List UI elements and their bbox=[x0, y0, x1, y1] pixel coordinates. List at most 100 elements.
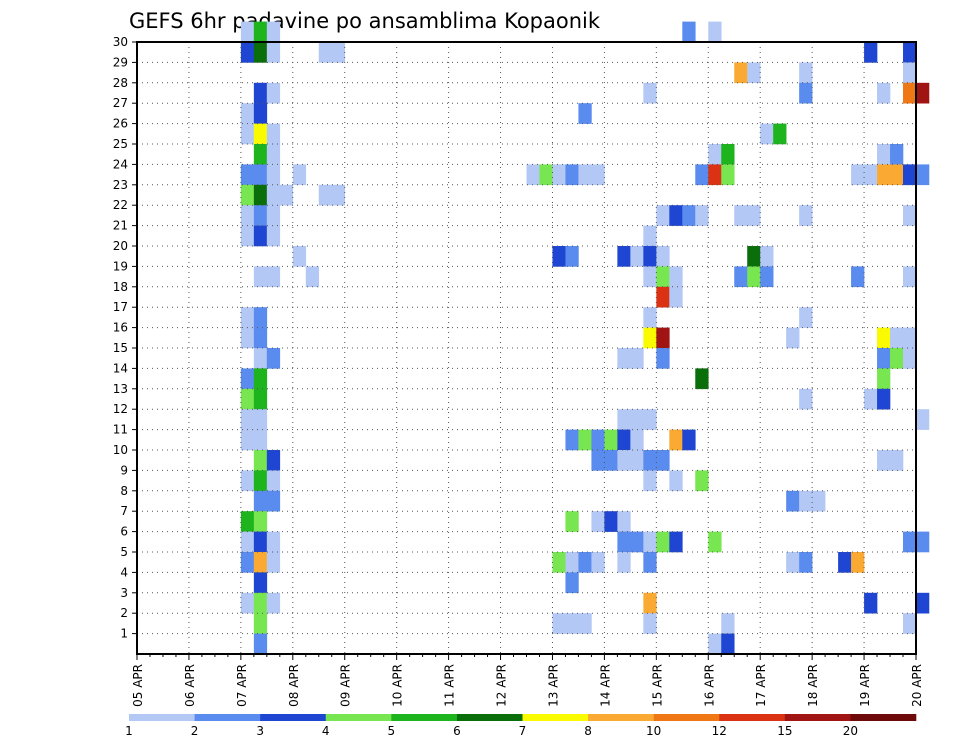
heatmap-cell bbox=[643, 246, 657, 267]
heatmap-cell bbox=[266, 266, 281, 288]
heatmap-cell bbox=[253, 429, 268, 451]
heatmap-cell bbox=[656, 266, 670, 288]
heatmap-cell bbox=[604, 450, 618, 471]
heatmap-cell bbox=[916, 409, 930, 430]
heatmap-cell bbox=[266, 348, 281, 369]
heatmap-cell bbox=[630, 348, 644, 369]
heatmap-cell bbox=[903, 82, 917, 104]
heatmap-cell bbox=[695, 368, 709, 390]
heatmap-cell bbox=[266, 82, 281, 104]
heatmap-cell bbox=[747, 205, 761, 226]
heatmap-cell bbox=[682, 205, 696, 226]
colorbar-swatch bbox=[588, 714, 654, 721]
heatmap-cell bbox=[721, 144, 735, 165]
heatmap-cell bbox=[643, 266, 657, 288]
heatmap-cell bbox=[617, 511, 631, 532]
heatmap-cell bbox=[669, 429, 683, 451]
heatmap-cell bbox=[253, 633, 268, 655]
heatmap-cell bbox=[266, 164, 281, 186]
heatmap-cell bbox=[240, 184, 255, 206]
colorbar-swatch bbox=[456, 714, 523, 721]
x-axis: 05 APR 06 APR 07 APR 08 APR 09 APR 10 APR 11 A… bbox=[131, 654, 924, 707]
heatmap-cell bbox=[734, 205, 748, 226]
heatmap-cell bbox=[838, 552, 852, 573]
y-tick-label: 7 bbox=[120, 504, 128, 518]
heatmap-cell bbox=[890, 348, 904, 369]
heatmap-cell bbox=[877, 388, 891, 410]
colorbar-label: 2 bbox=[191, 724, 199, 738]
heatmap-cell bbox=[643, 613, 657, 634]
heatmap-cell bbox=[331, 42, 346, 63]
heatmap-cell bbox=[617, 348, 631, 369]
heatmap-cell bbox=[682, 21, 696, 43]
heatmap-cell bbox=[890, 164, 904, 186]
heatmap-cell bbox=[799, 307, 813, 328]
x-tick-label: 06 APR bbox=[183, 664, 197, 707]
heatmap-cell bbox=[708, 144, 722, 165]
heatmap-cell bbox=[695, 164, 709, 186]
y-tick-label: 2 bbox=[120, 606, 128, 620]
heatmap-cell bbox=[903, 205, 917, 226]
heatmap-cell bbox=[552, 552, 566, 573]
heatmap-cell bbox=[253, 368, 268, 390]
colorbar: 1 2 3 4 5 6 7 8 10 12 15 20 bbox=[125, 714, 917, 738]
heatmap-cell bbox=[656, 205, 670, 226]
x-tick-label: 20 APR bbox=[910, 664, 924, 707]
heatmap-cell bbox=[539, 164, 553, 186]
heatmap-cell bbox=[799, 490, 813, 512]
heatmap-cell bbox=[591, 429, 605, 451]
heatmap-cell bbox=[903, 613, 917, 634]
heatmap-cell bbox=[773, 123, 787, 145]
heatmap-cell bbox=[669, 266, 683, 288]
colorbar-label: 15 bbox=[777, 724, 792, 738]
heatmap-cell bbox=[799, 82, 813, 104]
colorbar-label: 4 bbox=[322, 724, 330, 738]
heatmap-cell bbox=[578, 164, 592, 186]
heatmap-cell bbox=[734, 62, 748, 84]
heatmap-cell bbox=[240, 21, 255, 43]
colorbar-swatch bbox=[719, 714, 786, 721]
y-tick-label: 26 bbox=[113, 117, 128, 131]
heatmap-cell bbox=[253, 144, 268, 165]
heatmap-cell bbox=[240, 327, 255, 349]
heatmap-cell bbox=[799, 388, 813, 410]
y-tick-label: 18 bbox=[113, 280, 128, 294]
heatmap-cell bbox=[617, 429, 631, 451]
grid-lines bbox=[137, 41, 916, 654]
heatmap-cell bbox=[643, 450, 657, 471]
heatmap-cell bbox=[266, 205, 281, 226]
y-tick-label: 24 bbox=[113, 157, 128, 171]
x-tick-label: 17 APR bbox=[754, 664, 768, 707]
heatmap-cell bbox=[240, 429, 255, 451]
heatmap-cell bbox=[253, 184, 268, 206]
heatmap-cell bbox=[565, 429, 579, 451]
x-tick-label: 07 APR bbox=[235, 664, 249, 707]
heatmap-cell bbox=[721, 164, 735, 186]
colorbar-label: 1 bbox=[125, 724, 133, 738]
heatmap-cell bbox=[877, 348, 891, 369]
colorbar-label: 7 bbox=[519, 724, 527, 738]
x-tick-label: 16 APR bbox=[702, 664, 716, 707]
colorbar-label: 12 bbox=[712, 724, 727, 738]
heatmap-cell bbox=[253, 348, 268, 369]
colorbar-label: 20 bbox=[843, 724, 858, 738]
heatmap-cell bbox=[851, 164, 865, 186]
heatmap-cell bbox=[240, 225, 255, 247]
heatmap-cell bbox=[240, 205, 255, 226]
heatmap-cell bbox=[721, 613, 735, 634]
x-tick-label: 18 APR bbox=[806, 664, 820, 707]
heatmap-cell bbox=[903, 164, 917, 186]
heatmap-cell bbox=[643, 225, 657, 247]
heatmap-cell bbox=[331, 184, 346, 206]
heatmap-cells bbox=[240, 21, 930, 655]
y-tick-label: 5 bbox=[120, 545, 128, 559]
x-tick-label: 08 APR bbox=[287, 664, 301, 707]
y-tick-label: 28 bbox=[113, 76, 128, 90]
heatmap-cell bbox=[708, 531, 722, 553]
heatmap-cell bbox=[240, 531, 255, 553]
heatmap-cell bbox=[851, 266, 865, 288]
heatmap-cell bbox=[890, 144, 904, 165]
heatmap-cell bbox=[877, 450, 891, 471]
heatmap-cell bbox=[617, 450, 631, 471]
colorbar-swatch bbox=[653, 714, 720, 721]
